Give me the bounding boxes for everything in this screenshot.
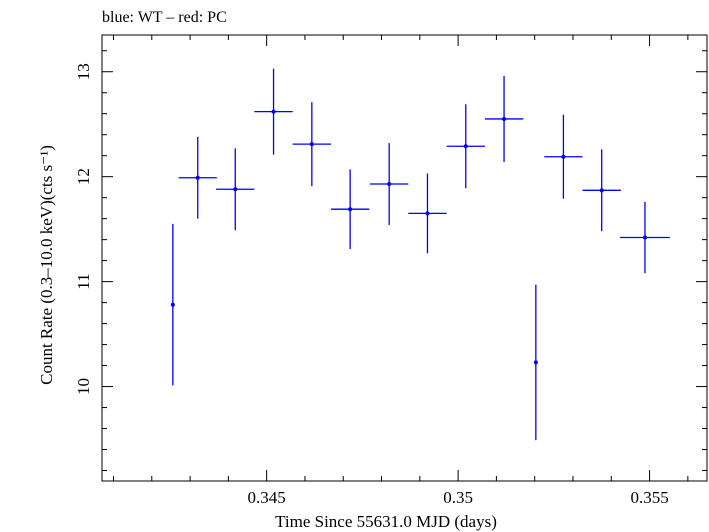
plot-frame [101,34,708,482]
y-axis-label: Count Rate (0.3–10.0 keV)(cts s⁻¹) [37,145,56,385]
point-marker [642,235,647,240]
x-axis-label: Time Since 55631.0 MJD (days) [275,512,497,531]
point-marker [271,109,276,114]
data-point [533,284,538,441]
x-tick-label: 0.35 [443,488,473,507]
axis-ticks [102,35,707,481]
data-point [216,148,255,231]
data-point [544,114,583,199]
data-point [370,143,409,225]
data-point [620,201,670,274]
point-marker [233,187,238,192]
x-tick-labels: 0.345 0.35 0.355 [248,488,669,507]
point-marker [561,154,566,159]
data-point [582,149,621,232]
data-point [408,173,447,254]
point-marker [533,360,538,365]
x-tick-label: 0.355 [630,488,668,507]
point-marker [599,188,604,193]
point-marker [463,144,468,149]
point-marker [195,175,200,180]
y-tick-label: 11 [74,273,93,289]
y-tick-labels: 10 11 12 13 [74,63,93,395]
point-marker [425,211,430,216]
data-point [178,136,217,219]
data-point [292,102,331,187]
y-tick-label: 10 [74,378,93,395]
y-tick-label: 13 [74,63,93,80]
x-tick-label: 0.345 [248,488,286,507]
data-point [484,75,524,162]
data-points [170,68,670,441]
data-point [330,169,370,250]
data-point [254,68,293,155]
data-point [446,104,485,189]
point-marker [309,142,314,147]
point-marker [170,302,175,307]
y-tick-label: 12 [74,168,93,185]
point-marker [348,207,353,212]
point-marker [387,182,392,187]
point-marker [502,116,507,121]
chart-title: blue: WT – red: PC [102,9,227,26]
data-point [170,223,175,386]
